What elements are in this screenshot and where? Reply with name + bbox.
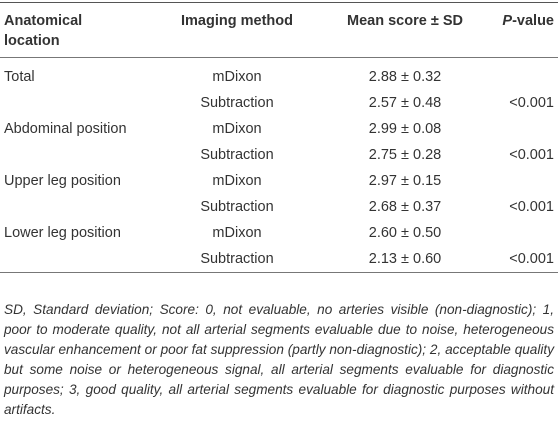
table-row: Subtraction 2.13 ± 0.60 <0.001 <box>0 246 558 273</box>
header-cell: Anatomical location <box>4 13 83 49</box>
table-cell: Upper leg position <box>4 173 121 189</box>
header-cell: Imaging method <box>181 13 293 29</box>
table-cell: Subtraction <box>200 95 274 111</box>
table-cell <box>0 194 158 220</box>
table-cell: 2.88 ± 0.32 <box>368 69 442 85</box>
table-cell: 2.68 ± 0.37 <box>368 199 442 215</box>
table-cell: mDixon <box>212 225 262 241</box>
table-row: Lower leg position mDixon 2.60 ± 0.50 <box>0 220 558 246</box>
table-cell: 2.13 ± 0.60 <box>368 251 442 267</box>
table-cell: <0.001 <box>509 95 554 111</box>
table-cell: 2.57 ± 0.48 <box>368 95 442 111</box>
table-cell <box>494 58 558 91</box>
table-row: Abdominal position mDixon 2.99 ± 0.08 <box>0 116 558 142</box>
footnote: SD, Standard deviation; Score: 0, not ev… <box>4 302 554 417</box>
table-cell: <0.001 <box>509 147 554 163</box>
table-cell: Subtraction <box>200 251 274 267</box>
table-cell <box>0 142 158 168</box>
table-cell: Abdominal position <box>4 121 127 137</box>
table-cell: mDixon <box>212 173 262 189</box>
header-italic: P <box>502 13 513 29</box>
table-cell <box>0 246 158 273</box>
header-cell: P-value <box>494 3 558 58</box>
header-cell: Mean score ± SD <box>347 13 463 29</box>
table-cell: <0.001 <box>509 251 554 267</box>
table-cell: <0.001 <box>509 199 554 215</box>
table-row: Subtraction 2.75 ± 0.28 <0.001 <box>0 142 558 168</box>
table-cell: Subtraction <box>200 147 274 163</box>
table-cell: 2.75 ± 0.28 <box>368 147 442 163</box>
table-cell: 2.60 ± 0.50 <box>368 225 442 241</box>
table-cell: mDixon <box>212 69 262 85</box>
table-row: Subtraction 2.57 ± 0.48 <0.001 <box>0 90 558 116</box>
table-cell <box>494 116 558 142</box>
table-cell: Lower leg position <box>4 225 121 241</box>
table-row: Total mDixon 2.88 ± 0.32 <box>0 58 558 91</box>
table-cell: 2.97 ± 0.15 <box>368 173 442 189</box>
data-table: Anatomical location Imaging method Mean sc… <box>0 2 558 273</box>
header-row: Anatomical location Imaging method Mean sc… <box>0 2 558 58</box>
table-row: Upper leg position mDixon 2.97 ± 0.15 <box>0 168 558 194</box>
table-cell: mDixon <box>212 121 262 137</box>
table-cell: Subtraction <box>200 199 274 215</box>
table-cell: 2.99 ± 0.08 <box>368 121 442 137</box>
table-row: Subtraction 2.68 ± 0.37 <0.001 <box>0 194 558 220</box>
table-cell <box>494 220 558 246</box>
table-cell <box>0 90 158 116</box>
table-cell: Total <box>4 69 35 85</box>
table-cell <box>494 168 558 194</box>
header-text: -value <box>512 13 554 29</box>
